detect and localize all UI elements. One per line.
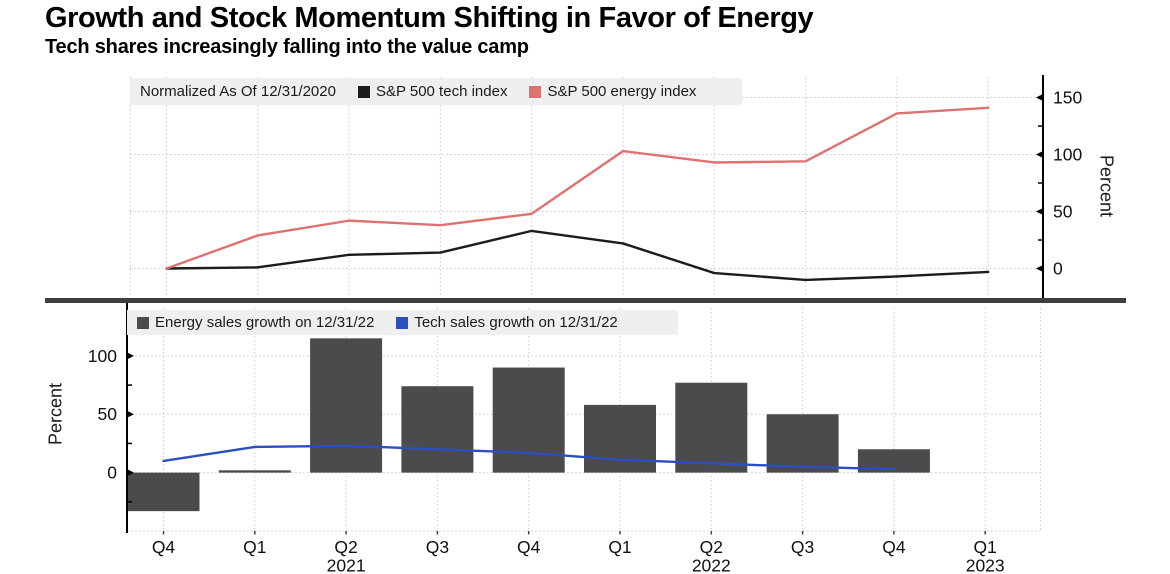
- svg-text:0: 0: [107, 463, 117, 483]
- bottom-panel-y-axis: 0 50 100: [88, 302, 134, 533]
- svg-text:100: 100: [88, 346, 117, 366]
- bottom-panel-series: [127, 338, 930, 512]
- bar-bottom-3: [401, 386, 474, 473]
- line-series: [165, 106, 990, 270]
- x-tick-label: Q1: [608, 537, 631, 557]
- energy-sales-swatch-icon: [137, 316, 149, 329]
- top-y-axis-label: Percent: [1096, 154, 1117, 218]
- chart-title: Growth and Stock Momentum Shifting in Fa…: [45, 2, 814, 34]
- x-tick-label: Q1: [243, 537, 266, 557]
- x-year-label: 2021: [327, 556, 366, 574]
- x-year-label: 2022: [692, 556, 731, 574]
- x-tick-label: Q3: [426, 537, 449, 557]
- legend-entry-energy-index: S&P 500 energy index: [529, 83, 696, 100]
- top-panel-series: [165, 106, 990, 282]
- line-series: [162, 444, 896, 471]
- bar-bottom-1: [218, 470, 291, 473]
- svg-text:0: 0: [1053, 259, 1063, 279]
- bar-bottom-4: [492, 367, 565, 473]
- legend-entry-energy-sales: Energy sales growth on 12/31/22: [137, 314, 374, 331]
- bottom-y-axis-label: Percent: [45, 382, 66, 446]
- bar-bottom-2: [310, 338, 383, 473]
- tech-sales-swatch-icon: [396, 316, 409, 329]
- svg-text:50: 50: [1053, 202, 1073, 222]
- legend-entry-tech-sales: Tech sales growth on 12/31/22: [396, 314, 618, 331]
- legend-entry-label: Tech sales growth on 12/31/22: [414, 314, 618, 331]
- legend-entry-label: Energy sales growth on 12/31/22: [155, 314, 375, 331]
- top-legend: Normalized As Of 12/31/2020 S&P 500 tech…: [130, 78, 742, 105]
- svg-text:150: 150: [1053, 88, 1082, 108]
- legend-note: Normalized As Of 12/31/2020: [140, 83, 336, 100]
- bar-bottom-5: [584, 404, 656, 473]
- energy-index-swatch-icon: [529, 85, 542, 98]
- x-tick-label: Q2: [700, 537, 723, 557]
- x-year-label: 2023: [966, 556, 1005, 574]
- tech-index-swatch-icon: [357, 85, 370, 98]
- legend-entry-tech-index: S&P 500 tech index: [357, 83, 508, 100]
- x-tick-label: Q3: [791, 537, 814, 557]
- line-series: [165, 229, 990, 282]
- panel-divider: [45, 298, 1126, 303]
- x-tick-label: Q4: [152, 537, 176, 557]
- x-tick-label: Q4: [882, 537, 906, 557]
- top-panel-gridlines: [130, 77, 1043, 297]
- bar-bottom-0: [127, 472, 200, 512]
- legend-entry-label: S&P 500 energy index: [547, 83, 697, 100]
- bottom-legend: Energy sales growth on 12/31/22 Tech sal…: [127, 310, 678, 335]
- legend-entry-label: S&P 500 tech index: [375, 83, 508, 100]
- bar-bottom-6: [675, 382, 748, 473]
- x-tick-label: Q1: [974, 537, 997, 557]
- top-panel-y-axis: 0 50 100 150: [1036, 75, 1082, 300]
- svg-text:100: 100: [1053, 145, 1082, 165]
- x-tick-label: Q4: [517, 537, 541, 557]
- svg-text:50: 50: [98, 404, 118, 424]
- bar-bottom-7: [766, 414, 839, 473]
- chart-subtitle: Tech shares increasingly falling into th…: [45, 36, 529, 58]
- x-tick-label: Q2: [334, 537, 357, 557]
- bar-bottom-8: [857, 449, 930, 473]
